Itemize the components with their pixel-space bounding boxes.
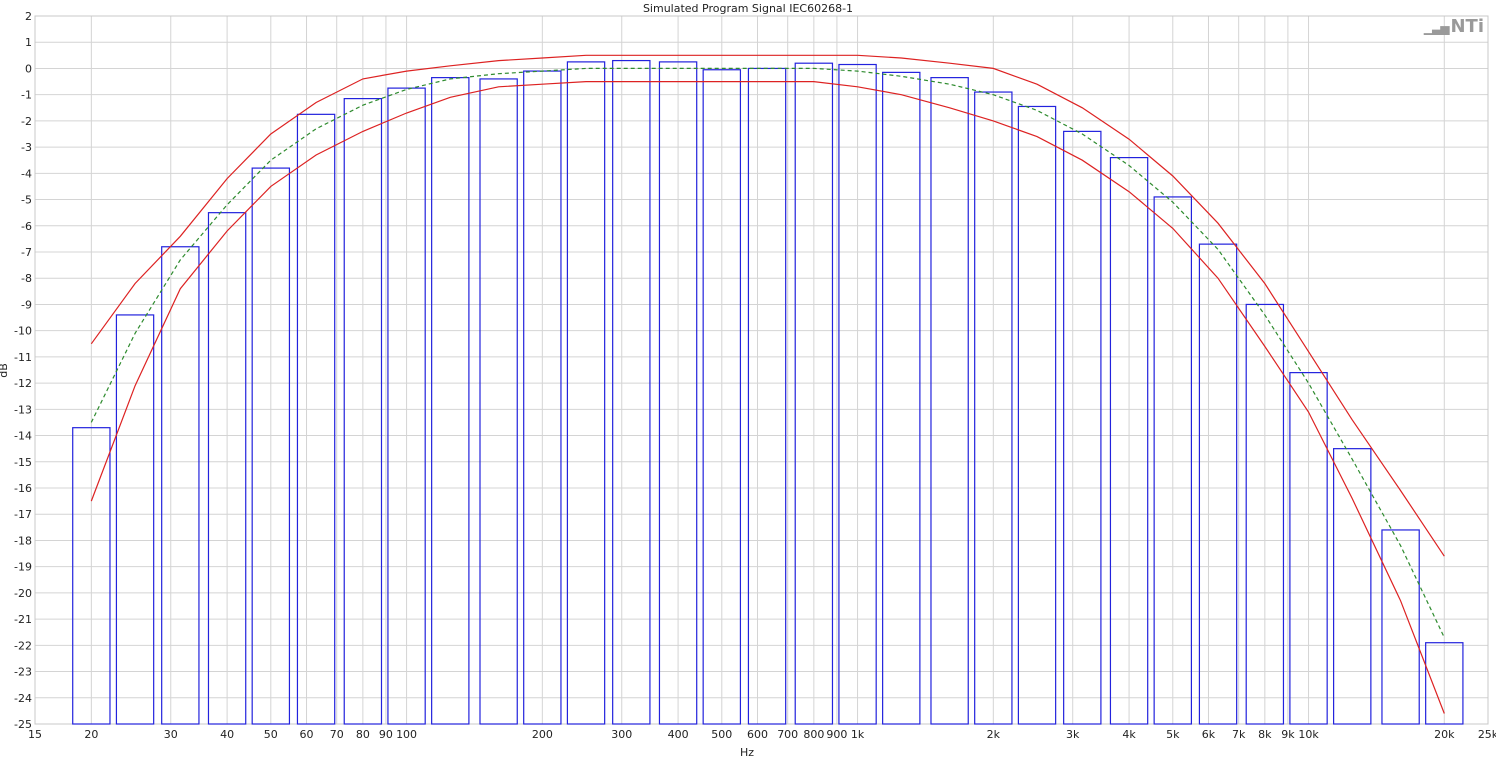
band-bar bbox=[1425, 642, 1464, 725]
plot-frame bbox=[34, 15, 1489, 725]
band-bar bbox=[1198, 243, 1238, 725]
x-tick-label: 80 bbox=[356, 728, 370, 741]
band-bar bbox=[251, 167, 291, 725]
x-tick-label: 60 bbox=[300, 728, 314, 741]
y-tick-label: -14 bbox=[14, 430, 32, 443]
x-tick-label: 400 bbox=[668, 728, 689, 741]
band-bar bbox=[343, 97, 383, 725]
x-tick-label: 600 bbox=[747, 728, 768, 741]
x-tick-label: 700 bbox=[777, 728, 798, 741]
band-bar bbox=[207, 212, 247, 725]
x-tick-label: 10k bbox=[1298, 728, 1319, 741]
band-bar bbox=[930, 77, 969, 725]
x-tick-label: 3k bbox=[1066, 728, 1080, 741]
y-tick-label: 2 bbox=[25, 10, 32, 23]
x-tick-label: 8k bbox=[1258, 728, 1272, 741]
x-tick-label: 7k bbox=[1232, 728, 1246, 741]
band-bar bbox=[702, 69, 742, 725]
x-tick-label: 4k bbox=[1122, 728, 1136, 741]
x-tick-label: 40 bbox=[220, 728, 234, 741]
x-tick-label: 500 bbox=[711, 728, 732, 741]
x-tick-label: 5k bbox=[1166, 728, 1180, 741]
y-tick-label: 1 bbox=[25, 36, 32, 49]
y-tick-label: -12 bbox=[14, 377, 32, 390]
average-curve bbox=[90, 67, 1445, 638]
x-tick-label: 1k bbox=[851, 728, 865, 741]
x-tick-label: 200 bbox=[532, 728, 553, 741]
x-tick-label: 300 bbox=[611, 728, 632, 741]
x-tick-label: 800 bbox=[803, 728, 824, 741]
band-bar bbox=[431, 77, 470, 725]
y-tick-label: -6 bbox=[21, 220, 32, 233]
y-tick-label: -8 bbox=[21, 272, 32, 285]
y-tick-label: -2 bbox=[21, 115, 32, 128]
band-bar bbox=[566, 61, 606, 725]
band-bar bbox=[387, 87, 426, 725]
x-tick-label: 50 bbox=[264, 728, 278, 741]
y-tick-label: -3 bbox=[21, 141, 32, 154]
x-tick-label: 25k bbox=[1478, 728, 1496, 741]
y-axis-label: dB bbox=[0, 363, 10, 378]
y-tick-label: -23 bbox=[14, 666, 32, 679]
band-bar bbox=[1017, 105, 1057, 725]
band-bar bbox=[838, 63, 877, 725]
band-bar bbox=[974, 91, 1013, 725]
band-bar bbox=[747, 67, 787, 725]
y-tick-label: -21 bbox=[14, 613, 32, 626]
y-tick-label: -18 bbox=[14, 534, 32, 547]
y-tick-label: -16 bbox=[14, 482, 32, 495]
tolerance-curve bbox=[90, 80, 1445, 714]
band-bar bbox=[1245, 303, 1285, 725]
y-tick-label: -17 bbox=[14, 508, 32, 521]
x-tick-label: 900 bbox=[826, 728, 847, 741]
tolerance-curve bbox=[90, 54, 1445, 557]
logo-text: NTi bbox=[1450, 16, 1484, 37]
band-bar bbox=[115, 314, 155, 725]
y-tick-label: -7 bbox=[21, 246, 32, 259]
x-tick-label: 6k bbox=[1202, 728, 1216, 741]
y-tick-label: -25 bbox=[14, 718, 32, 731]
x-tick-label: 9k bbox=[1281, 728, 1295, 741]
y-tick-label: -9 bbox=[21, 298, 32, 311]
y-tick-label: -5 bbox=[21, 194, 32, 207]
y-tick-label: -11 bbox=[14, 351, 32, 364]
y-tick-label: -4 bbox=[21, 167, 32, 180]
y-tick-label: -19 bbox=[14, 561, 32, 574]
x-tick-label: 100 bbox=[396, 728, 417, 741]
x-tick-label: 15 bbox=[28, 728, 42, 741]
y-tick-label: -24 bbox=[14, 692, 32, 705]
band-bar bbox=[1289, 372, 1328, 725]
y-tick-label: 0 bbox=[25, 62, 32, 75]
x-tick-label: 2k bbox=[987, 728, 1001, 741]
y-tick-label: -10 bbox=[14, 325, 32, 338]
band-bar bbox=[794, 62, 834, 725]
logo-bars-icon: ▁▃▅ bbox=[1423, 21, 1450, 35]
y-tick-label: -1 bbox=[21, 89, 32, 102]
band-bar bbox=[1153, 196, 1193, 725]
band-bar bbox=[1109, 157, 1149, 725]
nti-logo: ▁▃▅ NTi bbox=[1424, 16, 1484, 37]
band-bar bbox=[882, 71, 921, 725]
y-tick-label: -22 bbox=[14, 639, 32, 652]
x-tick-label: 20 bbox=[84, 728, 98, 741]
band-bar bbox=[161, 246, 200, 725]
chart-title: Simulated Program Signal IEC60268-1 bbox=[642, 2, 854, 15]
band-bar bbox=[658, 61, 698, 725]
x-tick-label: 20k bbox=[1434, 728, 1455, 741]
band-bar bbox=[1063, 130, 1102, 725]
band-bar bbox=[479, 78, 518, 725]
band-bar bbox=[1333, 448, 1372, 725]
band-bar bbox=[72, 427, 111, 725]
y-tick-label: -15 bbox=[14, 456, 32, 469]
band-bar bbox=[1381, 529, 1420, 725]
x-tick-label: 90 bbox=[379, 728, 393, 741]
band-bar bbox=[296, 113, 336, 725]
band-bar bbox=[612, 59, 651, 725]
x-axis-label: Hz bbox=[740, 746, 755, 759]
x-tick-label: 30 bbox=[164, 728, 178, 741]
x-tick-label: 70 bbox=[330, 728, 344, 741]
y-tick-label: -13 bbox=[14, 403, 32, 416]
y-tick-label: -20 bbox=[14, 587, 32, 600]
